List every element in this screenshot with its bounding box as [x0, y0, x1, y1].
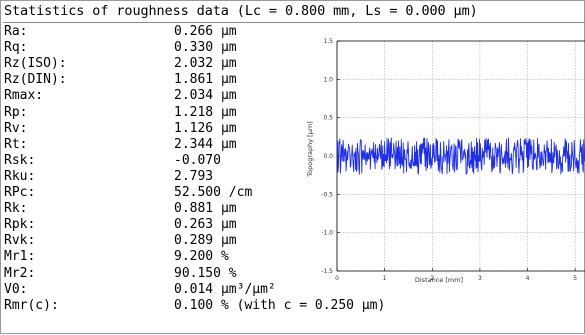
stat-label: Rmr(c):: [4, 297, 59, 313]
stat-label: Rz(DIN):: [4, 72, 67, 88]
x-tick-label: 1: [383, 275, 387, 282]
stat-value: 2.793: [174, 168, 214, 184]
stat-label: Mr1:: [4, 249, 36, 265]
stat-label: Ra:: [4, 24, 28, 39]
x-tick-label: 2: [430, 275, 434, 282]
stat-label: Rk:: [4, 201, 28, 217]
stat-value: 52.500 /cm: [174, 185, 253, 200]
stat-label: Rq:: [4, 40, 28, 56]
stat-value: 9.200 %: [174, 249, 229, 265]
y-tick-label: -1.5: [321, 268, 333, 275]
stat-label: Rv:: [4, 120, 28, 136]
stat-label: Rt:: [4, 136, 28, 152]
chart-axes: [336, 40, 585, 272]
title-divider: [3, 22, 585, 23]
stat-value: 1.218 µm: [174, 104, 237, 120]
x-tick-label: 0: [335, 275, 339, 282]
stat-value: 90.150 %: [174, 265, 237, 281]
stat-value: 2.344 µm: [174, 136, 237, 152]
stat-value: 0.881 µm: [174, 201, 237, 217]
stat-value: 2.032 µm: [174, 56, 237, 72]
stat-label: Rz(ISO):: [4, 56, 67, 72]
stat-value: 0.263 µm: [174, 217, 237, 233]
x-tick-label: 5: [573, 275, 577, 282]
x-tick-label: 4: [526, 275, 530, 282]
statistics-title: Statistics of roughness data (Lc = 0.800…: [4, 3, 478, 19]
stat-label: Mr2:: [4, 265, 36, 281]
y-axis-label: Topography [µm]: [306, 121, 314, 177]
topography-chart: 1.5 1.0 0.5 0.0 -0.5 -1.0 -1.50 1 2 3 4 5 Distance …: [306, 38, 585, 284]
stat-value: 0.330 µm: [174, 40, 237, 56]
y-tick-label: -0.5: [321, 191, 333, 198]
y-tick-label: 0.0: [323, 153, 333, 160]
y-tick-label: -1.0: [321, 230, 333, 237]
stat-label: V0:: [4, 281, 28, 297]
stat-value: -0.070: [174, 152, 221, 168]
stat-label: Rsk:: [4, 152, 36, 168]
stat-value: 1.861 µm: [174, 72, 237, 88]
y-tick-label: 0.5: [323, 115, 333, 122]
y-tick-label: 1.0: [323, 76, 333, 83]
stat-label: Rku:: [4, 168, 36, 184]
stat-label: RPc:: [4, 185, 36, 200]
topography-series: [336, 137, 585, 175]
stat-label: Rvk:: [4, 233, 36, 249]
stat-label: Rpk:: [4, 217, 36, 233]
stat-value: 0.100 % (with c = 0.250 µm): [174, 297, 386, 313]
stat-value: 0.266 µm: [174, 24, 237, 39]
topography-line: [336, 137, 585, 175]
stat-value: 2.034 µm: [174, 88, 237, 104]
x-tick-label: 3: [478, 275, 482, 282]
stat-label: Rmax:: [4, 88, 44, 104]
stat-value: 1.126 µm: [174, 120, 237, 136]
chart-tick-labels: 1.5 1.0 0.5 0.0 -0.5 -1.0 -1.50 1 2 3 4 5: [321, 38, 577, 282]
stat-value: 0.014 µm³/µm²: [174, 281, 276, 297]
y-tick-label: 1.5: [323, 38, 333, 45]
stat-label: Rp:: [4, 104, 28, 120]
x-axis-label: Distance [mm]: [415, 276, 463, 284]
stat-value: 0.289 µm: [174, 233, 237, 249]
